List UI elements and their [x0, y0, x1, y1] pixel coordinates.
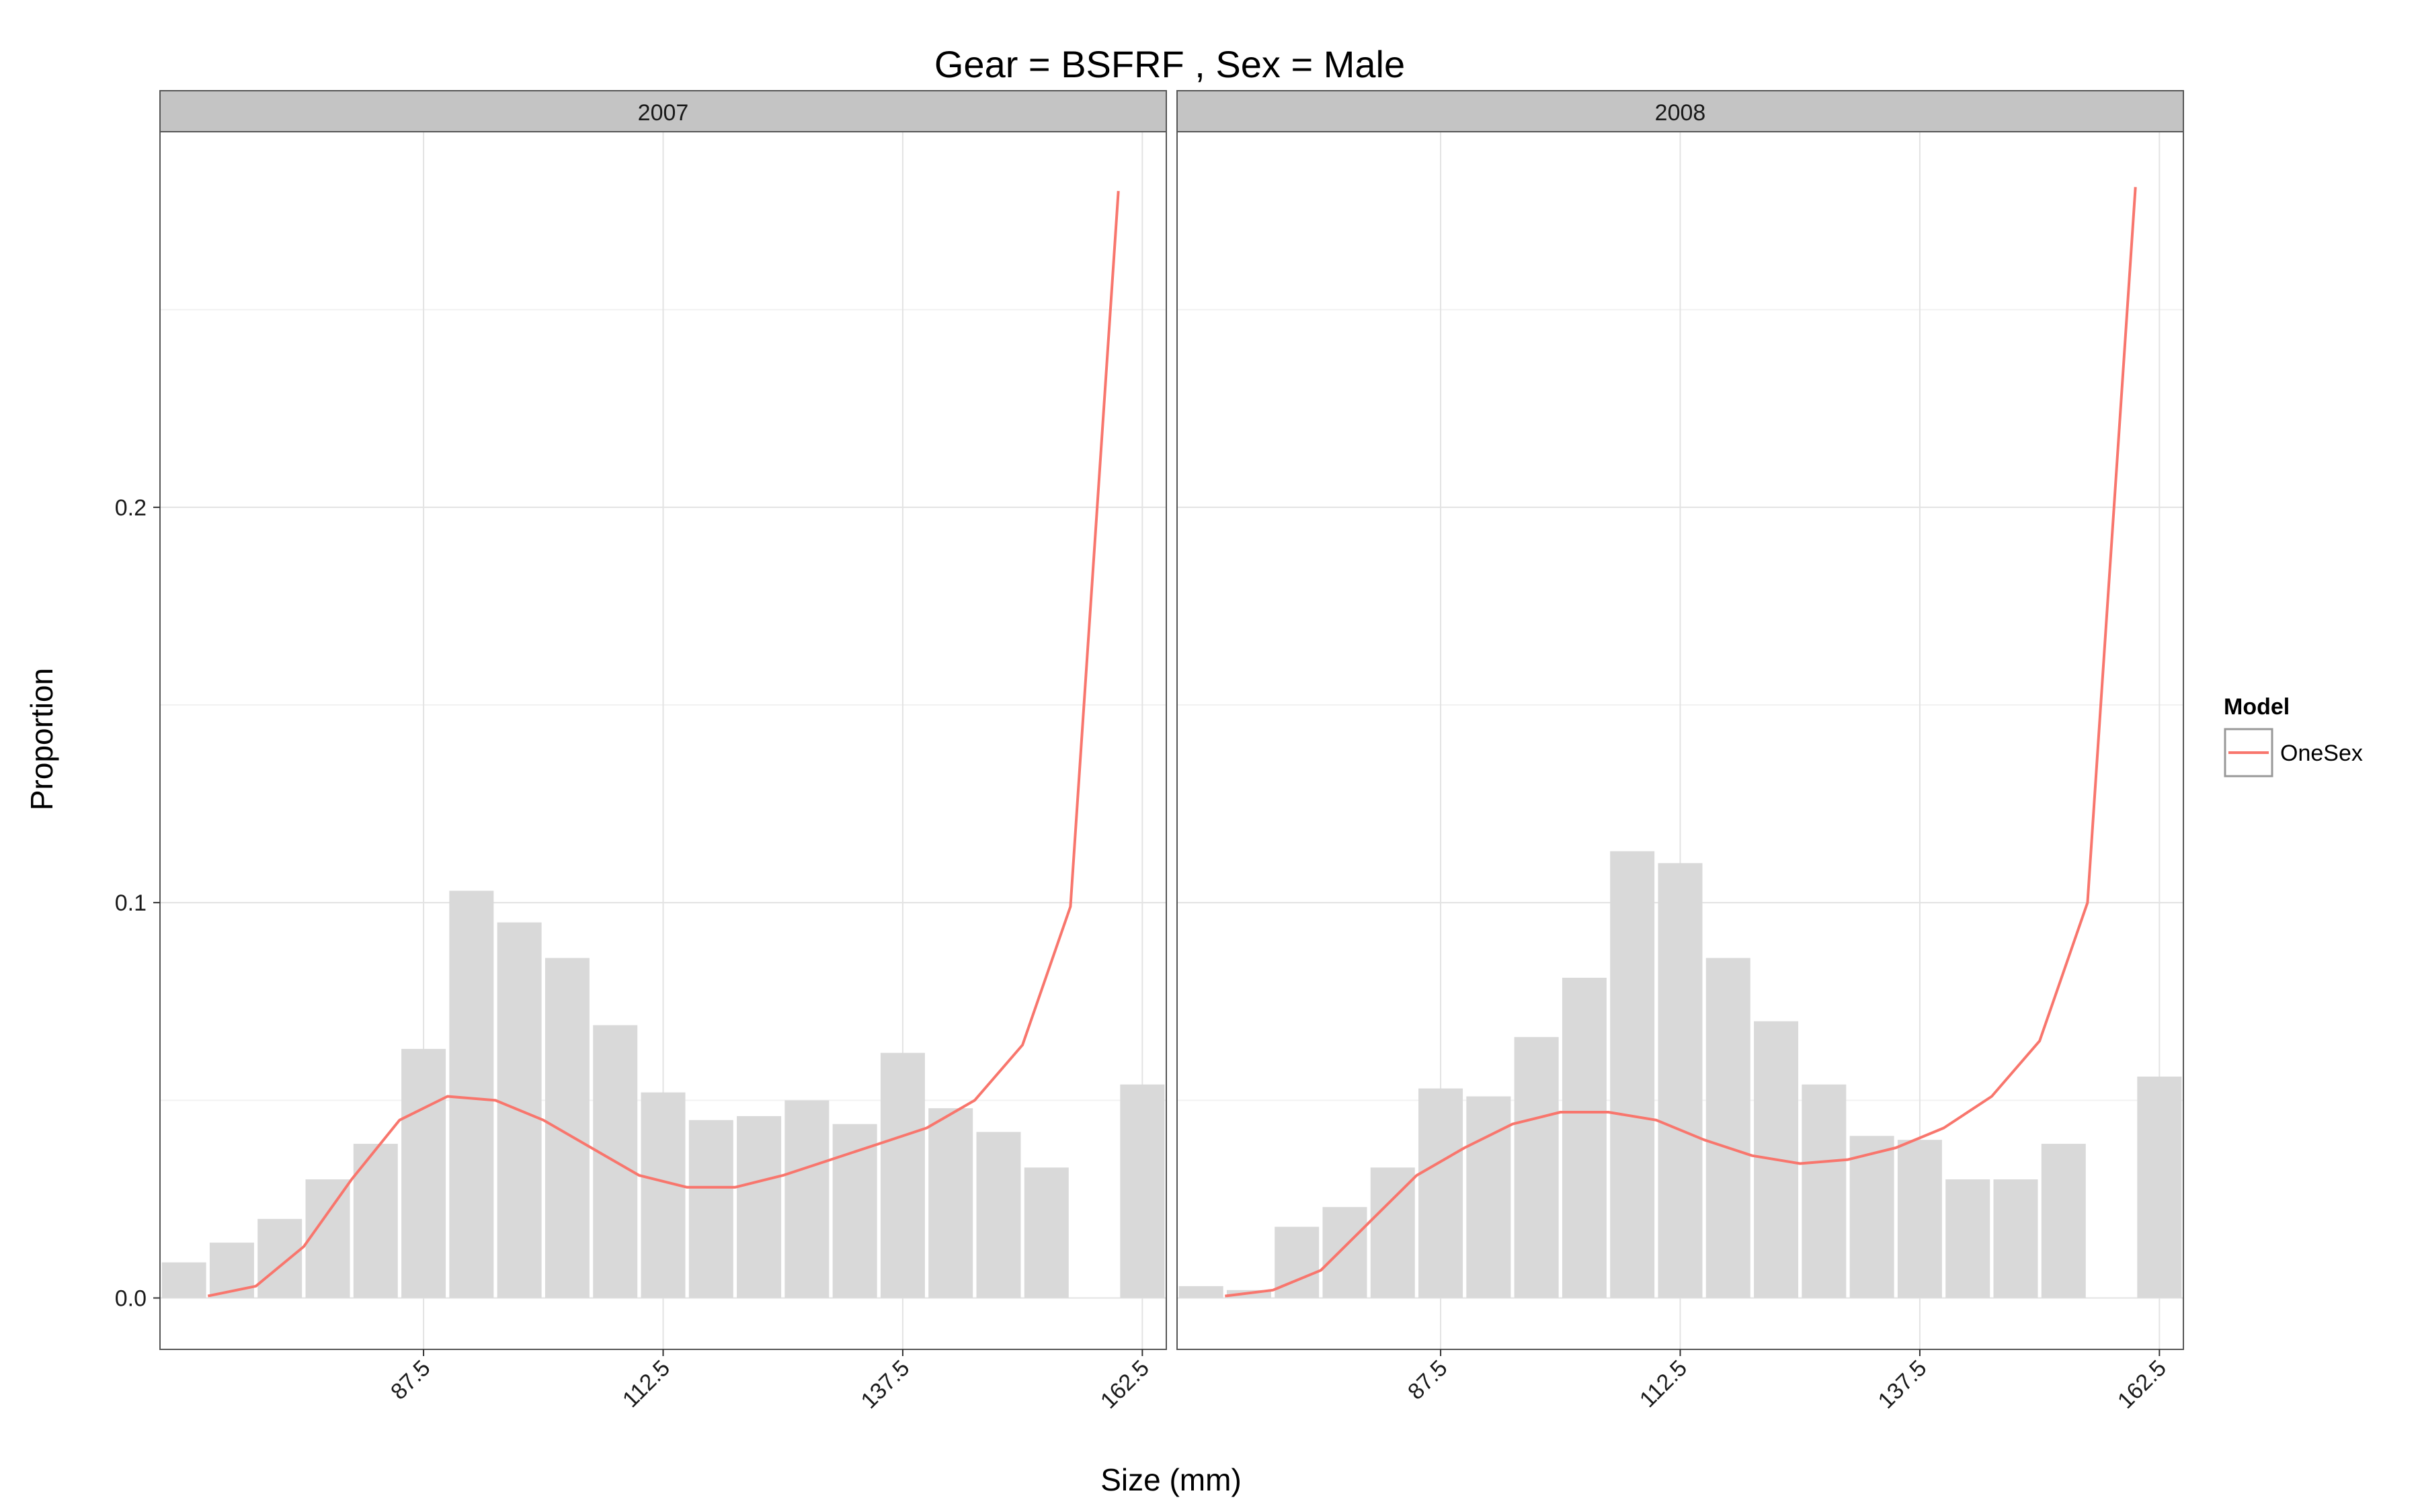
bar	[1466, 1096, 1511, 1298]
bar	[2137, 1077, 2182, 1298]
bar	[928, 1108, 973, 1298]
bar	[449, 890, 494, 1298]
legend: Model OneSex	[2224, 694, 2363, 778]
bar	[1418, 1088, 1463, 1298]
bar	[1178, 1286, 1223, 1298]
bar	[544, 958, 590, 1298]
series-line-onesex	[207, 191, 1120, 1298]
y-axis-title: Proportion	[24, 668, 59, 810]
bar	[1897, 1140, 1942, 1298]
bar	[641, 1092, 686, 1298]
bar	[1024, 1167, 1069, 1298]
facet-strip-label: 2007	[638, 100, 689, 126]
facet-strip-label: 2008	[1655, 100, 1706, 126]
x-axis-title: Size (mm)	[1100, 1462, 1242, 1497]
bar	[688, 1120, 733, 1298]
facet-strip	[1176, 90, 2184, 132]
bar	[1370, 1167, 1415, 1298]
bar	[976, 1132, 1021, 1298]
bar	[305, 1179, 350, 1298]
chart-title: Gear = BSFRF , Sex = Male	[934, 43, 1405, 85]
bar	[1802, 1084, 1847, 1298]
bar	[1705, 958, 1750, 1298]
bar	[2041, 1144, 2086, 1298]
bar	[257, 1218, 302, 1298]
bar	[1120, 1084, 1165, 1298]
y-tick-label: 0.0	[115, 1286, 147, 1312]
bar	[784, 1100, 830, 1298]
bar	[401, 1048, 446, 1298]
bar	[1610, 851, 1655, 1298]
bar	[161, 1262, 206, 1298]
bar	[1322, 1207, 1367, 1298]
legend-label-onesex: OneSex	[2280, 741, 2363, 766]
bar	[1849, 1136, 1894, 1298]
bar	[209, 1243, 254, 1298]
bar	[1658, 863, 1703, 1298]
y-tick-label: 0.1	[115, 890, 147, 916]
facet-strip	[159, 90, 1167, 132]
y-tick-label: 0.2	[115, 495, 147, 521]
bar	[832, 1124, 877, 1298]
bar	[737, 1116, 782, 1298]
bar	[1945, 1179, 1990, 1298]
legend-title: Model	[2224, 694, 2290, 720]
bar	[880, 1052, 925, 1298]
bar	[1562, 977, 1607, 1298]
series-line-onesex	[1225, 187, 2137, 1298]
bar	[1993, 1179, 2038, 1298]
bar	[1514, 1037, 1559, 1298]
